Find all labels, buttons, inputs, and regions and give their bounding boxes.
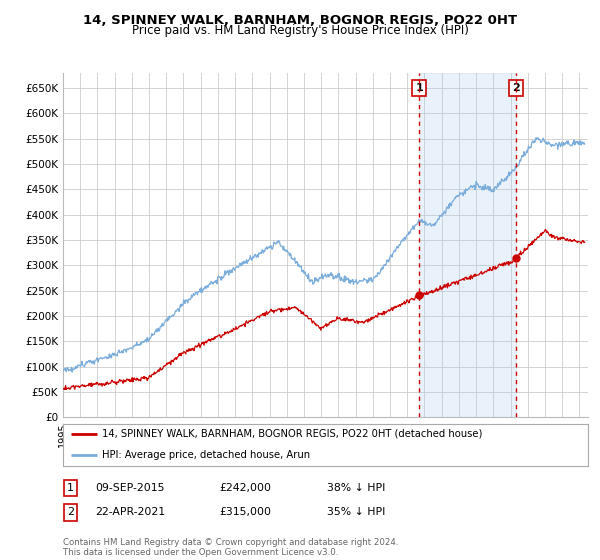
Text: 1: 1 [67,483,74,493]
Text: 2: 2 [67,507,74,517]
Text: 38% ↓ HPI: 38% ↓ HPI [327,483,385,493]
Bar [419,73,516,417]
Text: £242,000: £242,000 [219,483,271,493]
Text: 09-SEP-2015: 09-SEP-2015 [95,483,164,493]
Text: £315,000: £315,000 [219,507,271,517]
Text: 1: 1 [415,83,423,93]
Text: 22-APR-2021: 22-APR-2021 [95,507,165,517]
Text: Price paid vs. HM Land Registry's House Price Index (HPI): Price paid vs. HM Land Registry's House … [131,24,469,37]
Text: 35% ↓ HPI: 35% ↓ HPI [327,507,385,517]
Text: 2: 2 [512,83,520,93]
Text: 14, SPINNEY WALK, BARNHAM, BOGNOR REGIS, PO22 0HT (detached house): 14, SPINNEY WALK, BARNHAM, BOGNOR REGIS,… [103,428,483,438]
Text: 14, SPINNEY WALK, BARNHAM, BOGNOR REGIS, PO22 0HT: 14, SPINNEY WALK, BARNHAM, BOGNOR REGIS,… [83,14,517,27]
Text: Contains HM Land Registry data © Crown copyright and database right 2024.
This d: Contains HM Land Registry data © Crown c… [63,538,398,557]
Text: HPI: Average price, detached house, Arun: HPI: Average price, detached house, Arun [103,450,311,460]
